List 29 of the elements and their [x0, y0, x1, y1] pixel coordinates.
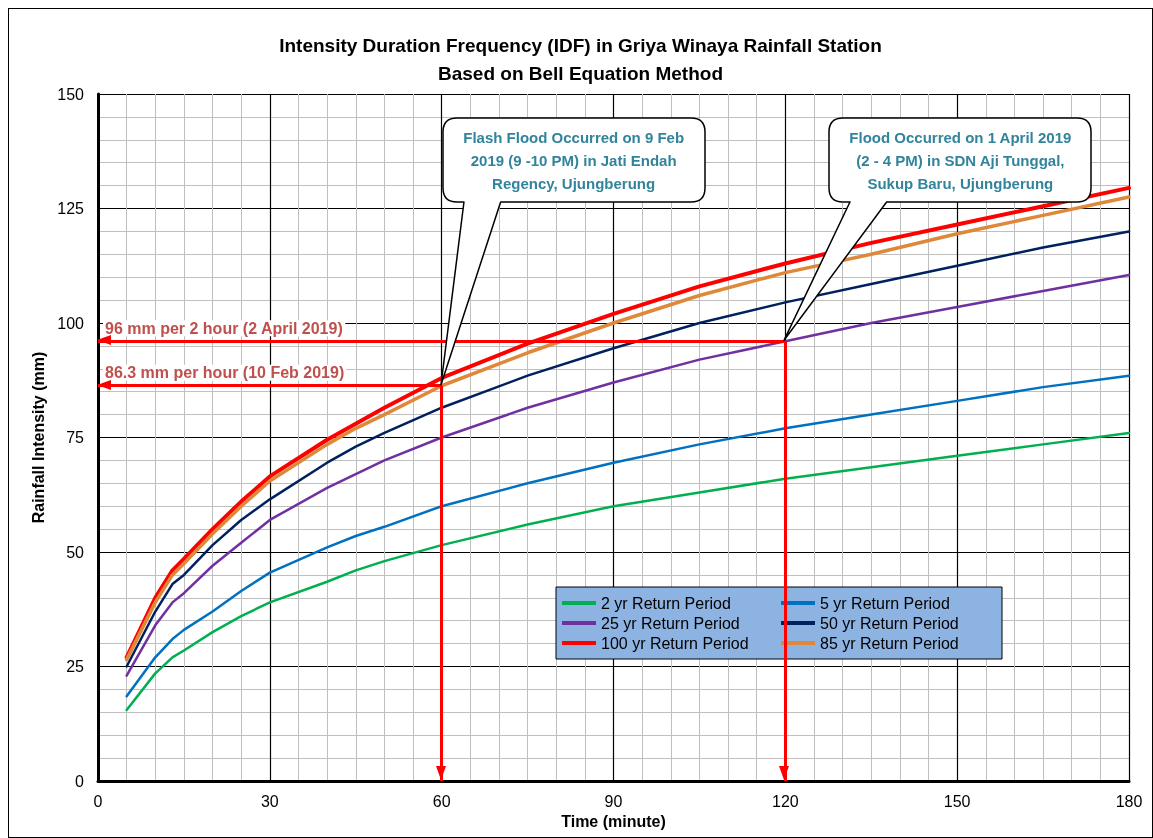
x-tick-label: 150 [943, 792, 971, 810]
annotation: Flood Occurred on 1 April 2019 (2 - 4 PM) in SDN Aji Tunggal, Sukup Baru, Ujungberung [848, 127, 1073, 194]
legend-label: 5 yr Return Period [820, 594, 950, 612]
x-tick-label: 30 [260, 792, 279, 810]
y-tick-label: 75 [66, 429, 85, 446]
legend-label: 50 yr Return Period [820, 614, 959, 632]
x-tick-label: 0 [93, 792, 103, 810]
x-axis-title: Time (minute) [561, 813, 666, 831]
x-tick-label: 60 [432, 792, 451, 810]
x-tick-label: 120 [771, 792, 799, 810]
y-tick-label: 50 [66, 543, 85, 561]
legend-label: 25 yr Return Period [601, 614, 740, 632]
y-tick-label: 0 [75, 772, 85, 790]
y-tick-label: 150 [57, 85, 85, 103]
x-tick-label: 90 [604, 792, 623, 810]
legend-label: 2 yr Return Period [601, 594, 731, 612]
ref-line-label: 96 mm per 2 hour (2 April 2019) [105, 319, 343, 337]
y-axis-title: Rainfall Intensity (mm) [29, 351, 47, 524]
y-tick-label: 100 [57, 314, 85, 332]
y-tick-label: 25 [66, 658, 85, 675]
legend-label: 85 yr Return Period [820, 634, 959, 652]
line-series [125, 431, 1131, 712]
y-tick-label: 125 [57, 200, 85, 217]
x-tick-label: 180 [1115, 792, 1143, 810]
chart-subtitle: Based on Bell Equation Method [437, 63, 724, 84]
ref-line-label: 86.3 mm per hour (10 Feb 2019) [105, 364, 345, 382]
annotation: Flash Flood Occurred on 9 Feb 2019 (9 -10 PM) in Jati Endah Regency, Ujungberung [462, 127, 686, 194]
legend-label: 100 yr Return Period [601, 634, 749, 652]
chart-title: Intensity Duration Frequency (IDF) in Griya Winaya Rainfall Station [279, 35, 882, 56]
